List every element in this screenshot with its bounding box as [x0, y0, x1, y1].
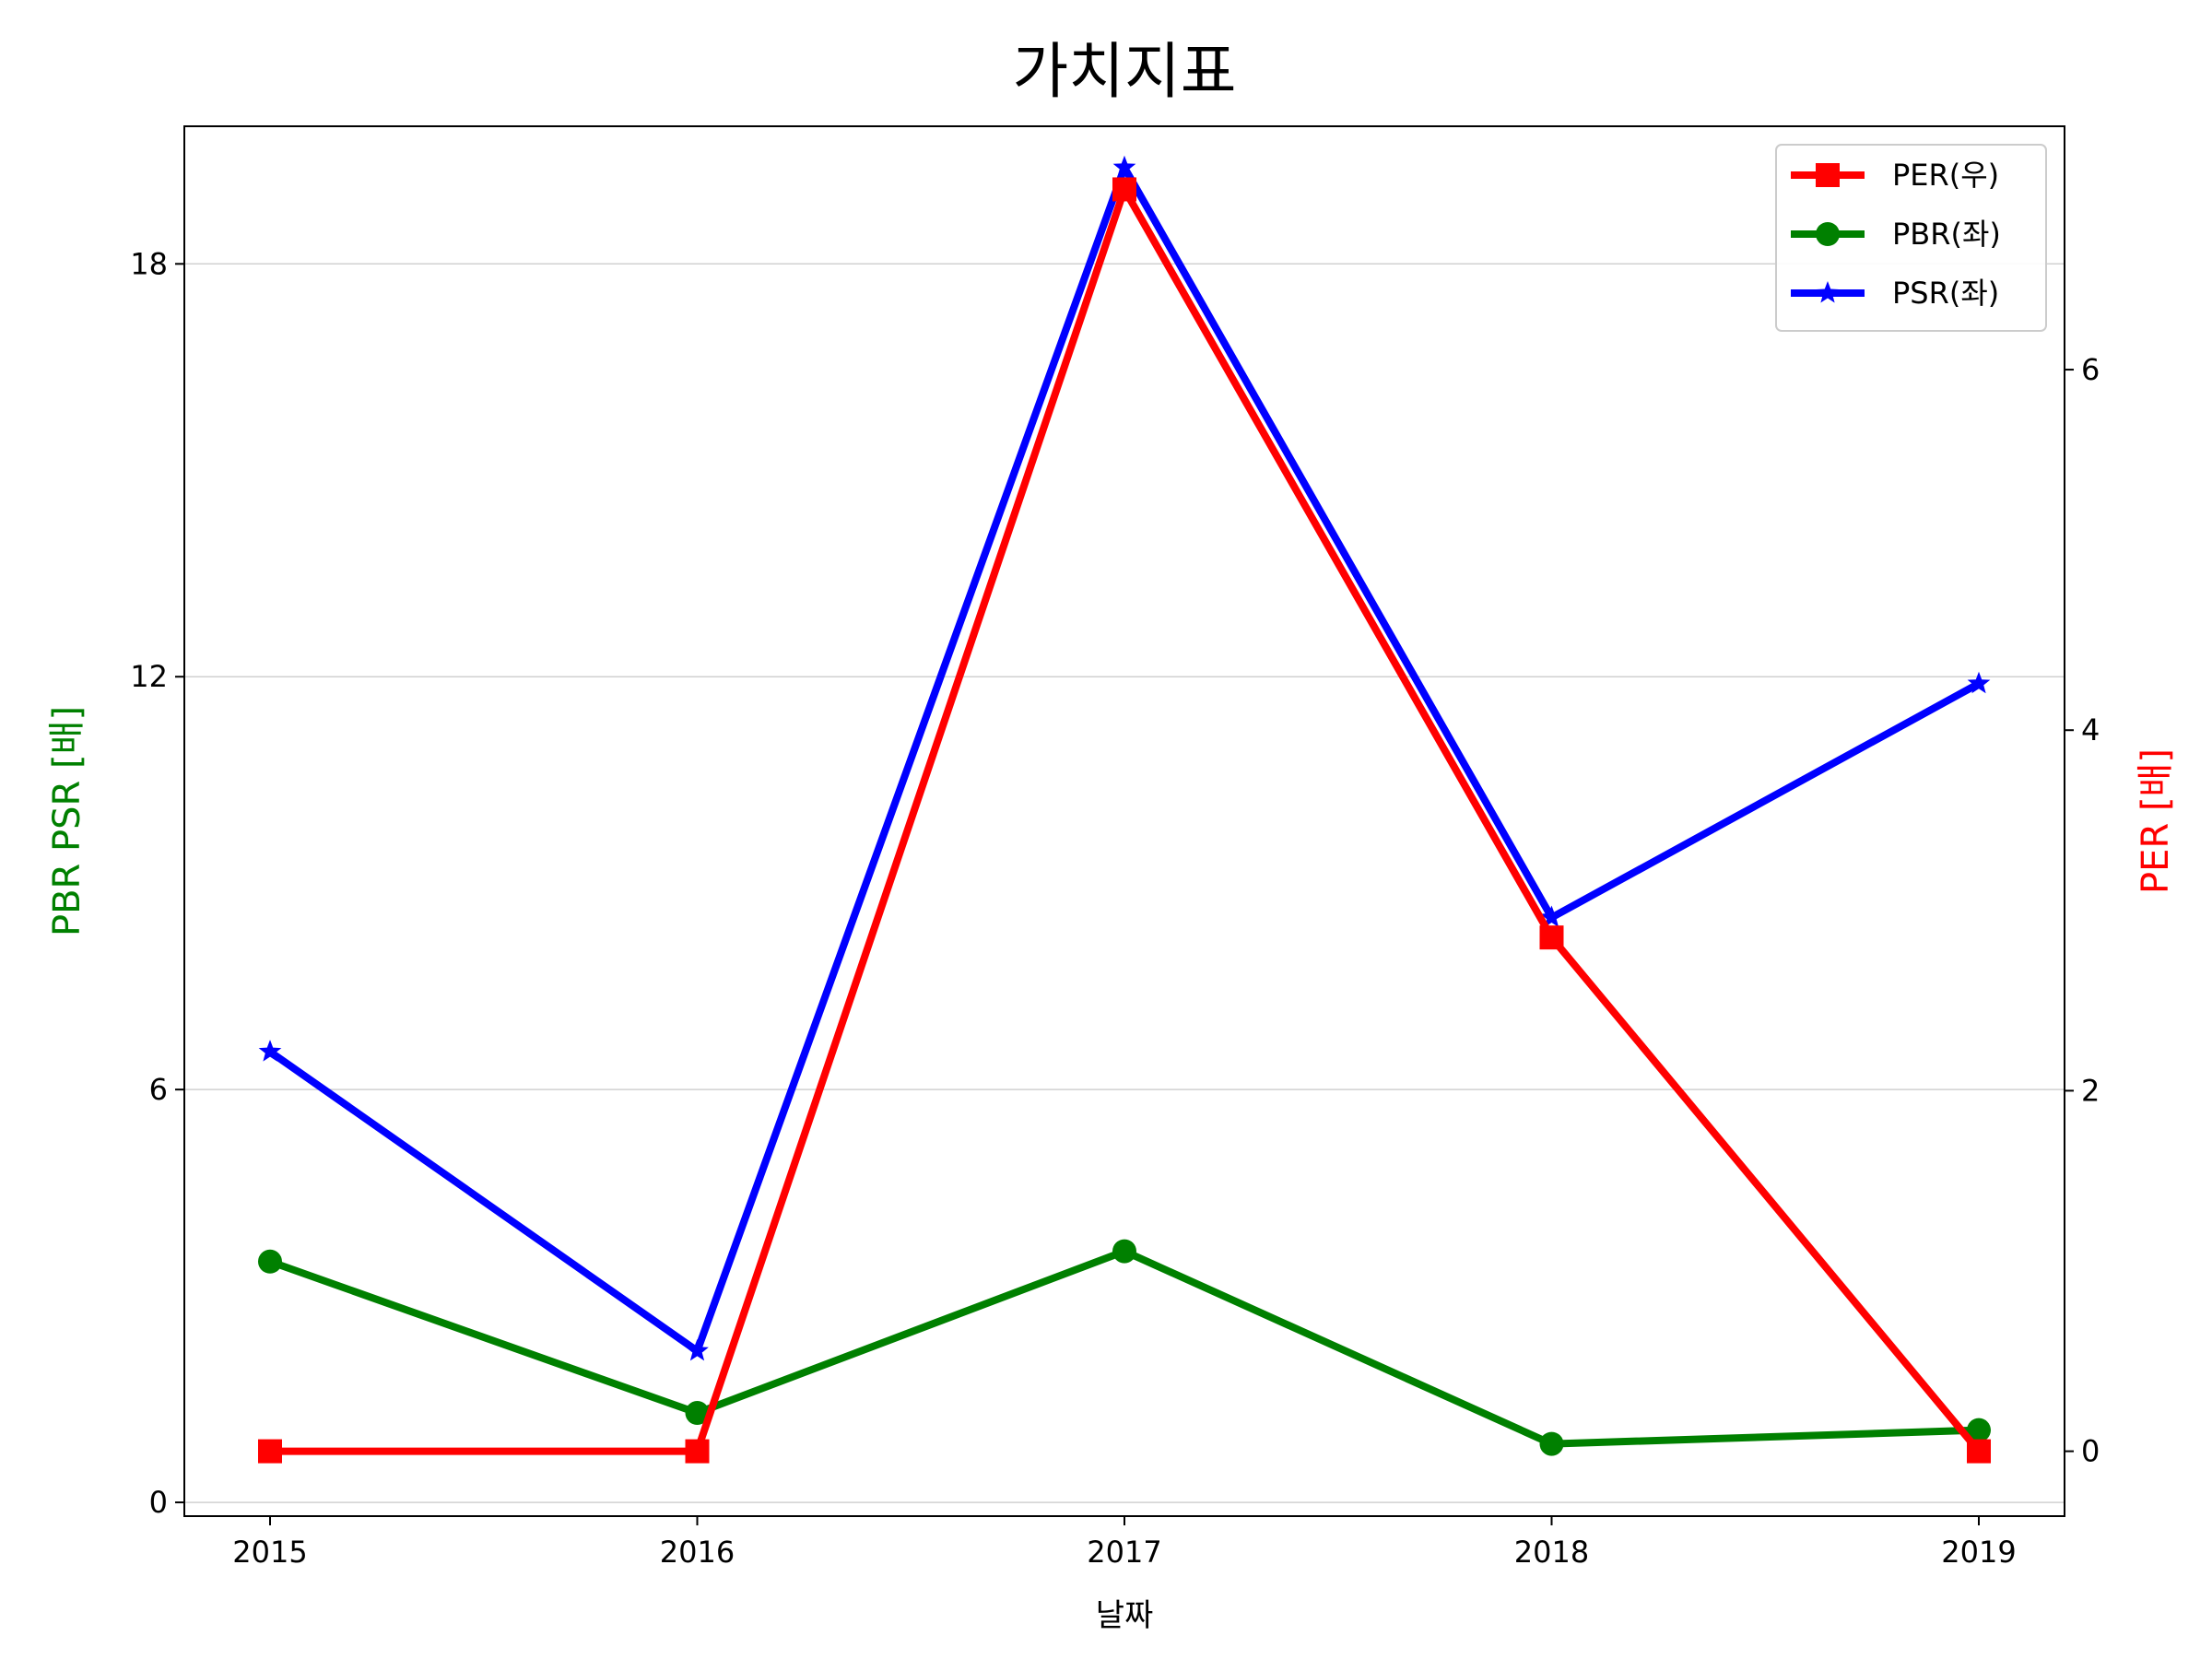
legend-entry: PER(우) — [1791, 158, 1999, 193]
x-axis: 2015 2016 2017 2018 2019 — [232, 1516, 2017, 1570]
left-tick-label: 18 — [130, 246, 168, 281]
x-axis-title: 날짜 — [1096, 1597, 1154, 1634]
series-square — [258, 177, 1991, 1464]
legend-entry: PSR(좌) — [1791, 276, 1999, 311]
legend: PER(우) PBR(좌) PSR(좌) — [1775, 144, 2047, 332]
legend-entry: PBR(좌) — [1791, 217, 2001, 252]
legend-label: PBR(좌) — [1892, 217, 2001, 252]
left-y-axis: 0 6 12 18 — [130, 246, 184, 1520]
data-point — [1967, 1439, 1991, 1464]
left-tick-label: 0 — [149, 1485, 168, 1520]
x-tick-label: 2018 — [1514, 1535, 1589, 1570]
legend-marker — [1816, 281, 1840, 303]
legend-marker — [1816, 163, 1840, 187]
data-point — [1112, 177, 1136, 202]
right-y-axis: 0 2 4 6 — [2065, 352, 2100, 1469]
data-point — [258, 1040, 282, 1062]
right-tick-label: 2 — [2081, 1073, 2100, 1108]
series-star — [258, 155, 1991, 1361]
data-point — [685, 1439, 710, 1464]
left-tick-label: 12 — [130, 659, 168, 694]
data-point — [1967, 1418, 1991, 1442]
x-tick-label: 2016 — [660, 1535, 735, 1570]
x-tick-label: 2019 — [1941, 1535, 2016, 1570]
data-point — [258, 1249, 282, 1274]
x-tick-label: 2017 — [1087, 1535, 1161, 1570]
right-tick-label: 0 — [2081, 1434, 2100, 1469]
legend-marker — [1816, 222, 1840, 246]
right-tick-label: 6 — [2081, 352, 2100, 387]
series-circle — [258, 1239, 1991, 1456]
legend-box — [1775, 144, 2047, 332]
grid-layer — [184, 263, 2065, 1503]
data-point — [1112, 1239, 1136, 1264]
right-y-axis-title: PER [배] — [2135, 748, 2177, 894]
data-point — [686, 1338, 709, 1361]
data-point — [1112, 155, 1136, 178]
legend-label: PER(우) — [1892, 158, 1999, 193]
legend-label: PSR(좌) — [1892, 276, 1999, 311]
left-tick-label: 6 — [149, 1072, 168, 1107]
left-y-axis-title: PBR PSR [배] — [46, 706, 88, 936]
chart-title: 가치지표 — [1013, 36, 1237, 107]
series-layer — [258, 155, 1991, 1464]
data-point — [685, 1401, 710, 1426]
x-tick-label: 2015 — [232, 1535, 307, 1570]
data-point — [1540, 905, 1563, 928]
data-point — [1539, 925, 1564, 950]
right-tick-label: 4 — [2081, 712, 2100, 747]
data-point — [1539, 1431, 1564, 1456]
data-point — [1967, 671, 1991, 694]
data-point — [258, 1439, 282, 1464]
